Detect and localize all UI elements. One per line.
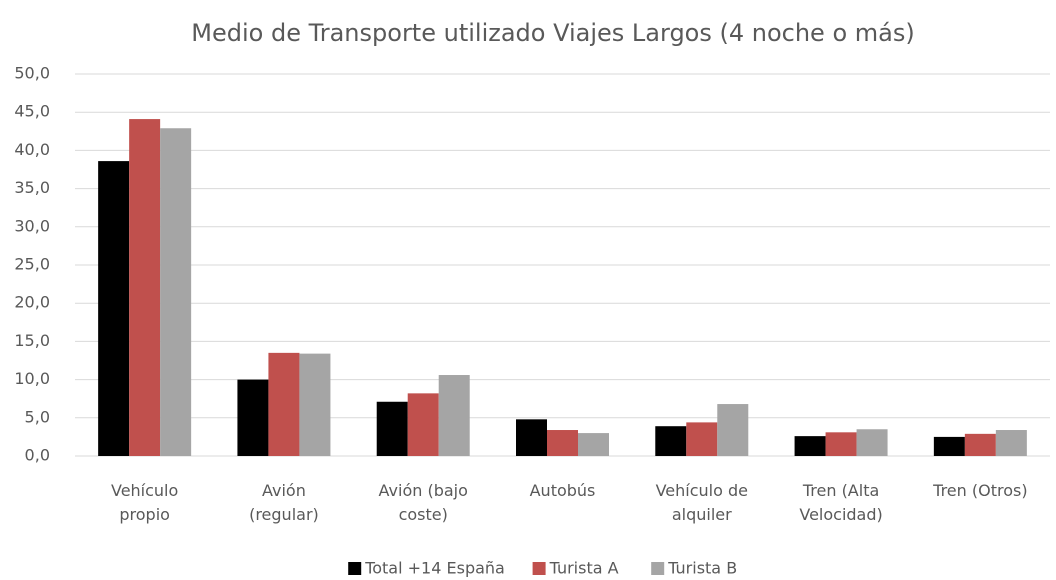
bar <box>407 393 439 456</box>
bar <box>129 119 161 457</box>
x-tick-label: Vehículo propio <box>111 481 178 524</box>
y-tick-label: 50,0 <box>14 64 50 83</box>
bar <box>578 433 609 456</box>
chart-title: Medio de Transporte utilizado Viajes Lar… <box>191 19 914 47</box>
bar <box>794 436 826 456</box>
x-tick-label: Avión (bajo coste) <box>379 481 468 524</box>
legend-swatch <box>348 562 362 575</box>
y-tick-label: 45,0 <box>14 102 50 121</box>
bar <box>964 433 996 456</box>
bar <box>686 422 718 456</box>
legend-label: Turista A <box>549 559 619 578</box>
y-tick-label: 40,0 <box>14 140 50 159</box>
x-tick-label: Tren (Alta Velocidad) <box>799 481 882 524</box>
bar <box>825 432 857 456</box>
y-tick-label: 10,0 <box>14 369 50 388</box>
bar <box>933 436 965 456</box>
bar <box>438 375 470 456</box>
bar <box>268 352 300 456</box>
bar <box>547 430 578 456</box>
x-tick-label: Autobús <box>530 481 596 500</box>
legend-swatch <box>651 562 665 575</box>
bar <box>856 429 888 456</box>
y-tick-label: 35,0 <box>14 178 50 197</box>
bar <box>717 404 749 456</box>
y-tick-label: 25,0 <box>14 255 50 274</box>
bar <box>516 419 547 456</box>
bar <box>376 401 408 456</box>
y-tick-label: 5,0 <box>25 407 50 426</box>
y-tick-label: 20,0 <box>14 293 50 312</box>
bar <box>299 353 331 456</box>
legend-label: Total +14 España <box>364 559 505 578</box>
legend-label: Turista B <box>667 559 737 578</box>
bar <box>160 128 192 456</box>
bar <box>655 426 687 456</box>
legend-swatch <box>532 562 546 575</box>
bar <box>995 430 1027 456</box>
x-tick-label: Avión (regular) <box>249 481 319 524</box>
y-tick-label: 0,0 <box>25 446 50 465</box>
bar <box>98 161 130 456</box>
y-tick-label: 30,0 <box>14 216 50 235</box>
y-tick-label: 15,0 <box>14 331 50 350</box>
bar <box>237 379 269 456</box>
x-tick-label: Vehículo de alquiler <box>656 481 748 524</box>
x-tick-label: Tren (Otros) <box>932 481 1027 500</box>
